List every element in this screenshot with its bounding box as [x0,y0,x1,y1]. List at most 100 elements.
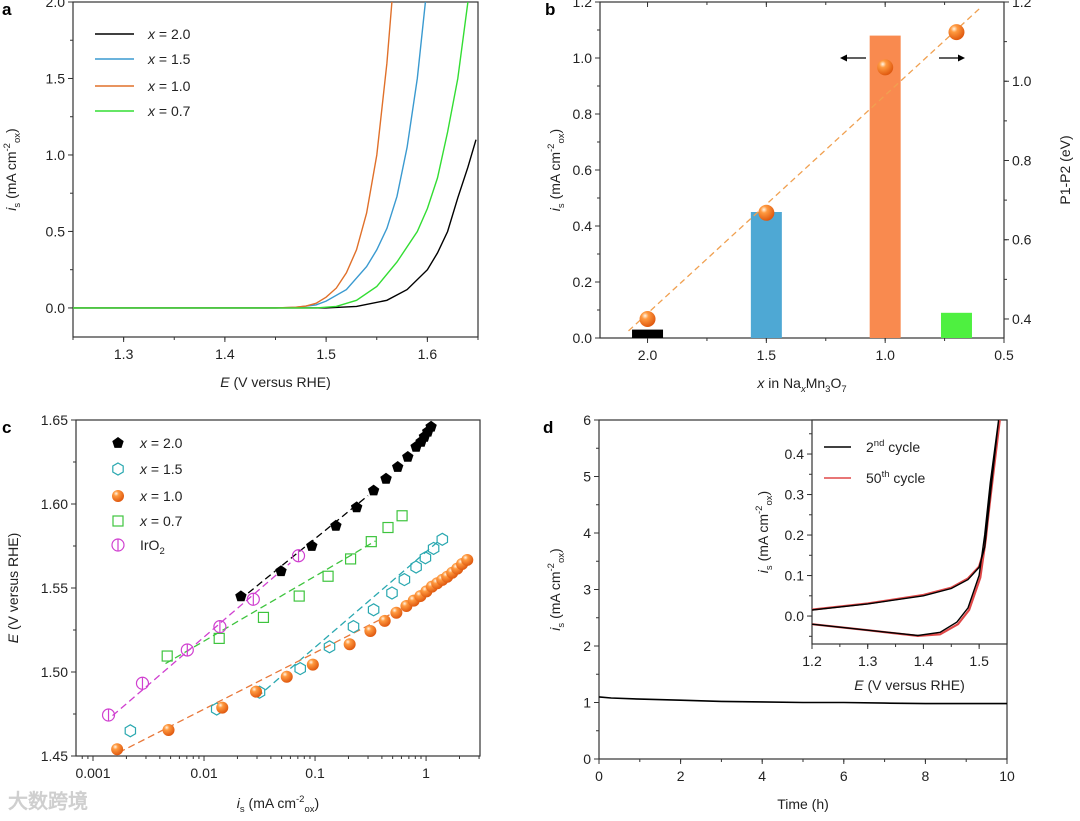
x-tick-label: 4 [758,768,766,784]
data-point-series-3 [293,590,305,602]
legend-label: 2nd cycle [866,438,920,455]
legend-label: IrO2​ [140,537,165,557]
label-part: cycle [884,439,920,455]
data-point-series-2 [461,553,474,566]
label-part: O [830,375,841,391]
stability-curve [598,696,1007,705]
legend-marker [112,490,124,502]
label-part: i [755,569,771,573]
data-point-series-2 [111,743,124,756]
curve-series-1 [73,2,427,309]
bar-1 [750,212,782,338]
data-point-3 [948,24,965,41]
label-part: E [854,677,864,693]
right-arrow-head [958,54,965,62]
legend-label: x = 1.0 [147,78,191,94]
label-part: i [547,207,563,211]
y-tick-label: 0.4 [785,446,805,462]
y-tick-label: 4 [583,525,591,541]
y-tick-label: 6 [583,412,591,428]
data-point-series-1 [436,532,449,546]
y-tick-label: 0.5 [46,223,66,239]
label-part: x [147,103,156,119]
panel-a-plot: 1.3 1.4 1.5 1.6 0.0 0.5 1.0 1.5 2.0 E (V versus R… [2,0,479,390]
legend-label: x = 0.7 [147,103,191,119]
y2-tick-label: 0.8 [1012,152,1032,168]
y-tick-label: 2.0 [46,0,66,10]
label-part: ox [556,553,567,563]
label-part: s [240,804,245,815]
data-point-series-1 [419,551,432,565]
y2-tick-label: 0.6 [1012,232,1032,248]
label-part: th [882,469,890,480]
label-part: 7 [841,384,846,395]
data-point-series-0 [275,565,287,577]
y-tick-label: 0.1 [785,568,805,584]
data-point-series-3 [161,650,173,662]
label-part: ox [12,133,23,143]
x-tick-label: 1.4 [914,653,934,669]
y-tick-label: 1.0 [46,147,66,163]
label-part: 2 [159,546,164,557]
y-tick-label: 1.50 [41,664,68,680]
data-point-series-0 [402,451,414,462]
panel-d-inset: 1.2 1.3 1.4 1.5 0.0 0.1 0.2 0.3 0.4 E (V versus R… [754,419,1008,693]
label-part: i [547,627,563,631]
data-point-series-3 [344,553,357,565]
y-tick-label: 0 [583,751,591,767]
label-part: = 1.0 [147,488,183,504]
x-tick-label: 1.2 [802,653,822,669]
label-part: = 2.0 [147,435,183,451]
label-part: ) [547,548,563,553]
label-part: = 1.5 [155,51,191,67]
data-point-series-1 [323,640,336,654]
data-point-series-0 [392,461,404,472]
label-part: ) [3,128,19,133]
legend-label: x = 0.7 [139,513,183,529]
data-point-series-2 [306,658,319,671]
label-part: (V versus RHE) [864,677,965,693]
label-part: (mA cm [547,571,563,622]
data-point-series-1 [347,619,360,634]
label-part: i [3,207,19,211]
y-tick-label: 0.6 [573,162,593,178]
data-point-0 [639,310,656,327]
fit-line-series-3 [165,540,376,665]
data-point-series-1 [410,560,422,574]
data-point-series-1 [294,661,306,676]
data-point-series-4 [291,549,306,563]
y2-tick-label: 1.0 [1012,73,1032,89]
label-part: (mA cm [245,795,296,811]
panel-label-a: a [2,0,12,19]
y-axis-title: is (mA cm-2ox) [2,128,23,210]
data-point-series-1 [398,572,411,587]
data-point-series-2 [364,625,377,638]
x-tick-label: 1.0 [875,347,895,363]
label-part: = 2.0 [155,26,191,42]
data-point-series-0 [330,519,342,531]
data-point-series-2 [378,614,391,627]
data-point-series-4 [101,708,116,722]
legend-marker [111,538,125,552]
label-part: (mA cm [755,514,771,565]
y-tick-label: 1.5 [46,70,66,86]
fit-line [628,7,981,332]
y-axis-title: is (mA cm-2ox) [754,491,775,573]
legend-label: x = 1.5 [139,461,183,477]
y2-axis-title: P1-P2 (eV) [1057,135,1073,204]
label-part: x [147,78,156,94]
label-part: 3 [825,384,830,395]
x-tick-label: 1.3 [114,346,134,362]
legend-label: x = 2.0 [147,26,191,42]
label-part: x [756,375,765,391]
panel-label-c: c [2,418,11,437]
label-part: s [556,203,567,208]
data-point-series-0 [235,590,247,602]
y-tick-label: 0.2 [573,274,593,290]
label-part: (V versus RHE) [5,533,21,634]
label-part: ) [315,795,320,811]
legend-marker [112,437,124,448]
label-part: E [5,633,21,643]
data-point-series-4 [213,620,227,634]
